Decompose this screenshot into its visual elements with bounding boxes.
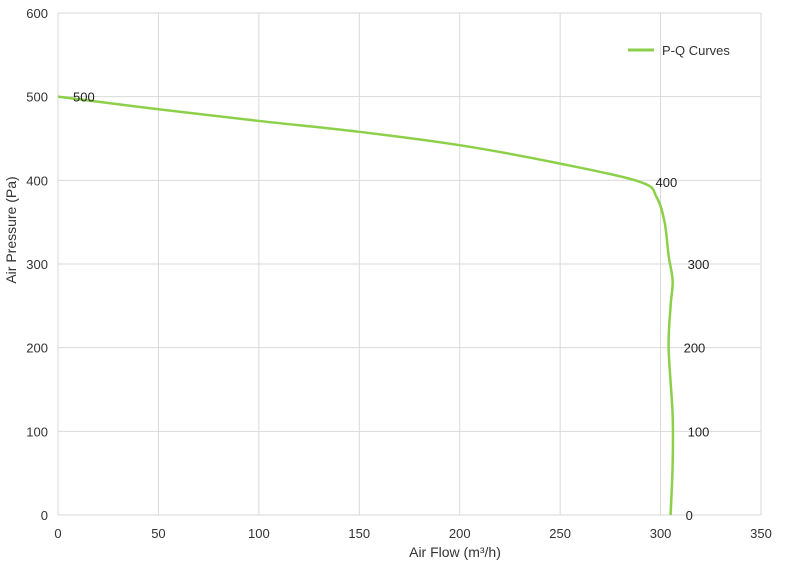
series <box>57 95 675 516</box>
grid <box>57 12 762 516</box>
y-tick-label: 0 <box>41 508 48 523</box>
legend-label: P-Q Curves <box>662 43 730 58</box>
y-axis-title: Air Pressure (Pa) <box>3 176 19 283</box>
point-label: 0 <box>686 508 693 523</box>
point-label: 500 <box>73 90 95 105</box>
y-tick-label: 200 <box>26 341 48 356</box>
x-tick-label: 250 <box>549 526 571 541</box>
point-label: 100 <box>688 424 710 439</box>
y-tick-label: 100 <box>26 424 48 439</box>
x-tick-label: 0 <box>54 526 61 541</box>
x-tick-label: 50 <box>151 526 165 541</box>
x-tick-label: 150 <box>348 526 370 541</box>
y-axis-ticks: 0 100 200 300 400 500 600 <box>26 6 48 523</box>
x-axis-ticks: 0 50 100 150 200 250 300 350 <box>54 526 771 541</box>
y-tick-label: 400 <box>26 173 48 188</box>
legend: P-Q Curves <box>628 43 730 58</box>
x-axis-title: Air Flow (m³/h) <box>409 544 501 560</box>
x-tick-label: 100 <box>248 526 270 541</box>
point-labels: 500 400 300 200 100 0 <box>73 90 709 523</box>
x-tick-label: 300 <box>650 526 672 541</box>
series-line <box>57 95 675 516</box>
x-tick-label: 350 <box>750 526 772 541</box>
x-tick-label: 200 <box>449 526 471 541</box>
y-tick-label: 300 <box>26 257 48 272</box>
y-tick-label: 500 <box>26 90 48 105</box>
point-label: 400 <box>655 175 677 190</box>
point-label: 300 <box>688 257 710 272</box>
y-tick-label: 600 <box>26 6 48 21</box>
point-label: 200 <box>684 341 706 356</box>
